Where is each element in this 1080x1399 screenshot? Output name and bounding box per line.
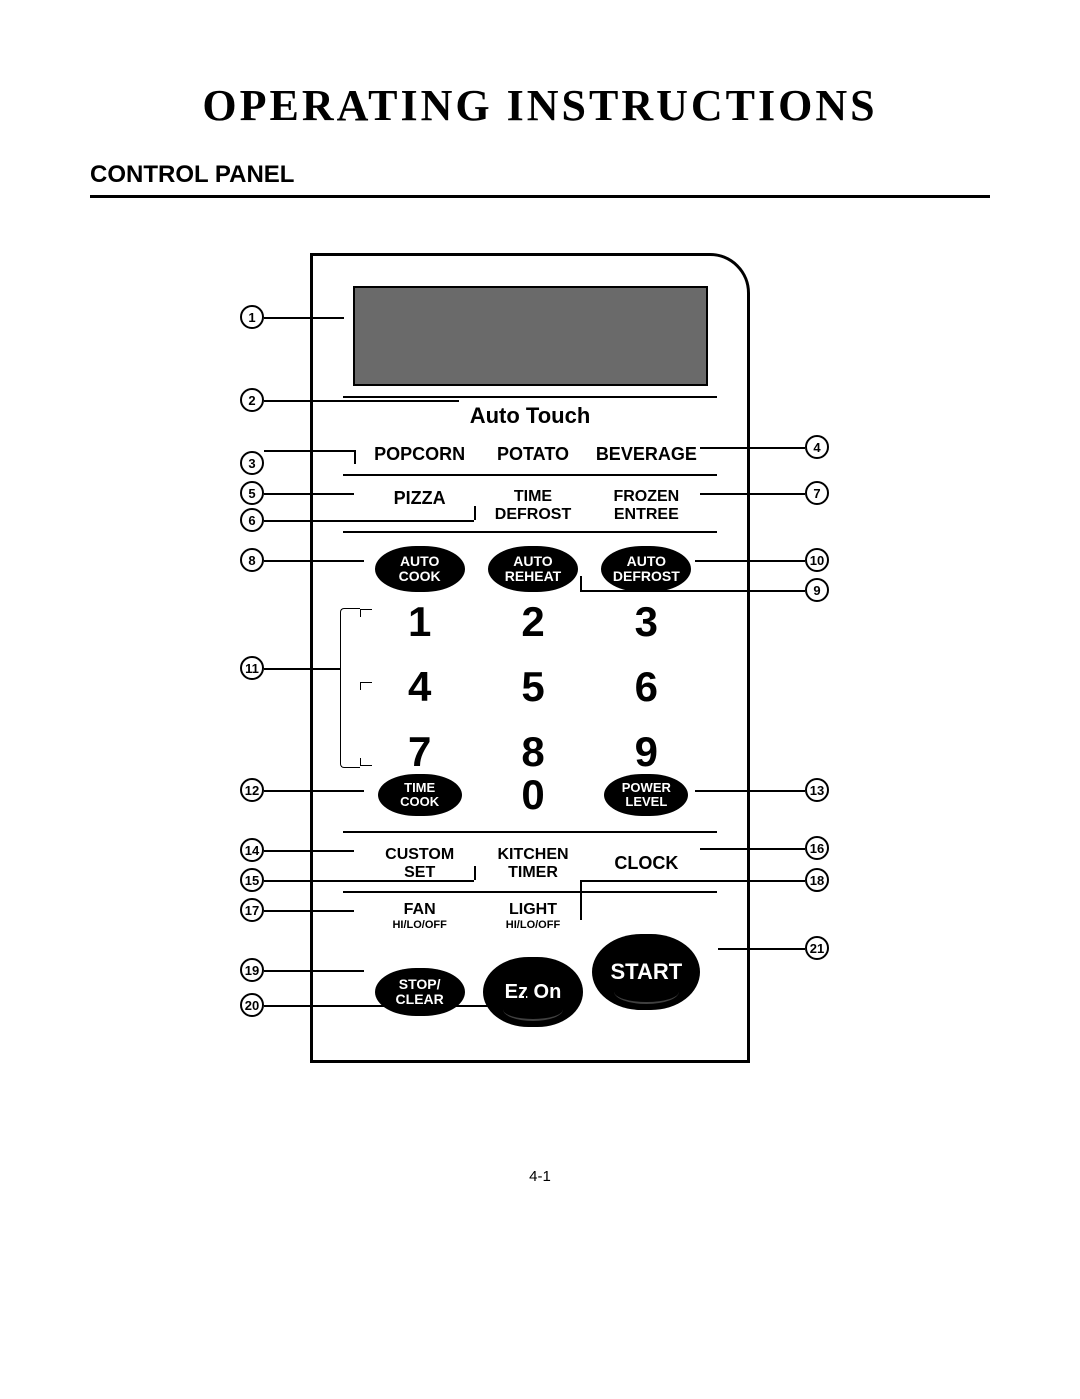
popcorn-button[interactable]: POPCORN: [363, 444, 476, 465]
callout-19: 19: [240, 958, 264, 982]
callout-7: 7: [805, 481, 829, 505]
power-level-button[interactable]: POWER LEVEL: [604, 774, 688, 816]
label-line: COOK: [400, 795, 439, 809]
light-button[interactable]: LIGHT HI/LO/OFF: [476, 901, 589, 931]
label-line: KITCHEN: [476, 846, 589, 864]
label-line: TIME: [404, 781, 435, 795]
callout-16: 16: [805, 836, 829, 860]
auto-defrost-button[interactable]: AUTO DEFROST: [601, 546, 691, 592]
keypad-5[interactable]: 5: [476, 666, 589, 726]
label-line: LEVEL: [625, 795, 667, 809]
callout-6: 6: [240, 508, 264, 532]
pizza-button[interactable]: PIZZA: [363, 488, 476, 523]
section-header: CONTROL PANEL: [90, 161, 990, 198]
label-line: DEFROST: [613, 569, 680, 584]
label-line: AUTO: [400, 554, 439, 569]
time-defrost-button[interactable]: TIME DEFROST: [476, 488, 589, 523]
keypad-3[interactable]: 3: [590, 601, 703, 661]
label-line: CUSTOM: [363, 846, 476, 864]
callout-11: 11: [240, 656, 264, 680]
auto-touch-label: Auto Touch: [313, 403, 747, 429]
page-number: 4-1: [90, 1168, 990, 1185]
callout-17: 17: [240, 898, 264, 922]
label-line: COOK: [399, 569, 441, 584]
callout-13: 13: [805, 778, 829, 802]
start-button[interactable]: START: [592, 934, 700, 1010]
label-line: DEFROST: [476, 506, 589, 524]
keypad-6[interactable]: 6: [590, 666, 703, 726]
callout-1: 1: [240, 305, 264, 329]
kitchen-timer-button[interactable]: KITCHEN TIMER: [476, 846, 589, 881]
label-line: REHEAT: [505, 569, 562, 584]
display-screen: [353, 286, 708, 386]
callout-12: 12: [240, 778, 264, 802]
callout-18: 18: [805, 868, 829, 892]
frozen-entree-button[interactable]: FROZEN ENTREE: [590, 488, 703, 523]
page-title: OPERATING INSTRUCTIONS: [90, 80, 990, 131]
clock-button[interactable]: CLOCK: [590, 853, 703, 874]
label-line: FROZEN: [590, 488, 703, 506]
callout-14: 14: [240, 838, 264, 862]
label-line: TIMER: [476, 864, 589, 882]
label-sub: HI/LO/OFF: [363, 919, 476, 931]
callout-2: 2: [240, 388, 264, 412]
label-line: SET: [363, 864, 476, 882]
auto-reheat-button[interactable]: AUTO REHEAT: [488, 546, 578, 592]
time-cook-button[interactable]: TIME COOK: [378, 774, 462, 816]
label-line: TIME: [476, 488, 589, 506]
control-panel-diagram: Auto Touch POPCORN POTATO BEVERAGE PIZZA…: [180, 238, 900, 1138]
callout-10: 10: [805, 548, 829, 572]
label-line: AUTO: [513, 554, 552, 569]
ez-on-button[interactable]: Ez On: [483, 957, 583, 1027]
label-line: STOP/: [399, 977, 441, 992]
callout-3: 3: [240, 451, 264, 475]
callout-20: 20: [240, 993, 264, 1017]
keypad-4[interactable]: 4: [363, 666, 476, 726]
stop-clear-button[interactable]: STOP/ CLEAR: [375, 968, 465, 1016]
callout-9: 9: [805, 578, 829, 602]
callout-8: 8: [240, 548, 264, 572]
auto-cook-button[interactable]: AUTO COOK: [375, 546, 465, 592]
callout-5: 5: [240, 481, 264, 505]
label-line: ENTREE: [590, 506, 703, 524]
callout-15: 15: [240, 868, 264, 892]
keypad-0[interactable]: 0: [476, 774, 589, 816]
microwave-panel: Auto Touch POPCORN POTATO BEVERAGE PIZZA…: [310, 253, 750, 1063]
label-line: LIGHT: [476, 901, 589, 919]
label-sub: HI/LO/OFF: [476, 919, 589, 931]
keypad-2[interactable]: 2: [476, 601, 589, 661]
callout-4: 4: [805, 435, 829, 459]
keypad-1[interactable]: 1: [363, 601, 476, 661]
label-line: FAN: [363, 901, 476, 919]
potato-button[interactable]: POTATO: [476, 444, 589, 465]
label-line: AUTO: [627, 554, 666, 569]
callout-21: 21: [805, 936, 829, 960]
custom-set-button[interactable]: CUSTOM SET: [363, 846, 476, 881]
label-line: POWER: [622, 781, 671, 795]
beverage-button[interactable]: BEVERAGE: [590, 444, 703, 465]
fan-button[interactable]: FAN HI/LO/OFF: [363, 901, 476, 931]
